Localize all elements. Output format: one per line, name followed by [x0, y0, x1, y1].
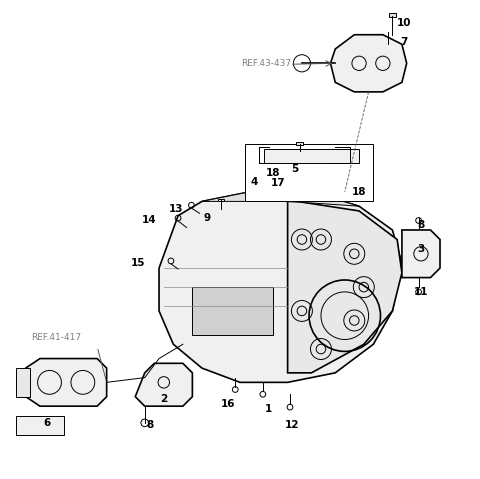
- Text: 1: 1: [265, 404, 272, 413]
- FancyBboxPatch shape: [389, 13, 396, 17]
- Text: 8: 8: [417, 220, 425, 230]
- Polygon shape: [402, 230, 440, 278]
- FancyBboxPatch shape: [192, 287, 273, 335]
- FancyBboxPatch shape: [245, 144, 373, 201]
- Text: 9: 9: [203, 213, 210, 223]
- Text: 6: 6: [44, 418, 51, 428]
- Circle shape: [286, 154, 294, 161]
- Text: 17: 17: [271, 178, 286, 188]
- Text: 14: 14: [142, 216, 157, 226]
- Text: 13: 13: [168, 204, 183, 214]
- Text: 10: 10: [397, 18, 411, 28]
- Text: 18: 18: [266, 168, 281, 178]
- Polygon shape: [159, 192, 402, 382]
- FancyBboxPatch shape: [218, 198, 224, 201]
- Text: REF.43-437: REF.43-437: [241, 59, 291, 68]
- Polygon shape: [135, 363, 192, 406]
- Polygon shape: [331, 34, 407, 92]
- Text: REF.41-417: REF.41-417: [32, 332, 82, 342]
- Text: 11: 11: [414, 287, 428, 297]
- Text: 15: 15: [131, 258, 145, 268]
- Polygon shape: [288, 201, 402, 373]
- Text: 2: 2: [160, 394, 168, 404]
- FancyBboxPatch shape: [264, 149, 359, 163]
- Text: 5: 5: [291, 164, 299, 174]
- FancyBboxPatch shape: [16, 416, 64, 435]
- Polygon shape: [202, 192, 359, 206]
- Text: 16: 16: [221, 399, 235, 409]
- Polygon shape: [26, 359, 107, 406]
- Text: 8: 8: [146, 420, 153, 430]
- FancyBboxPatch shape: [16, 368, 30, 397]
- Text: 4: 4: [251, 177, 258, 187]
- Text: 12: 12: [285, 420, 300, 430]
- Text: 18: 18: [352, 187, 366, 197]
- Text: 3: 3: [417, 244, 425, 254]
- Text: 7: 7: [401, 37, 408, 47]
- FancyBboxPatch shape: [296, 142, 303, 145]
